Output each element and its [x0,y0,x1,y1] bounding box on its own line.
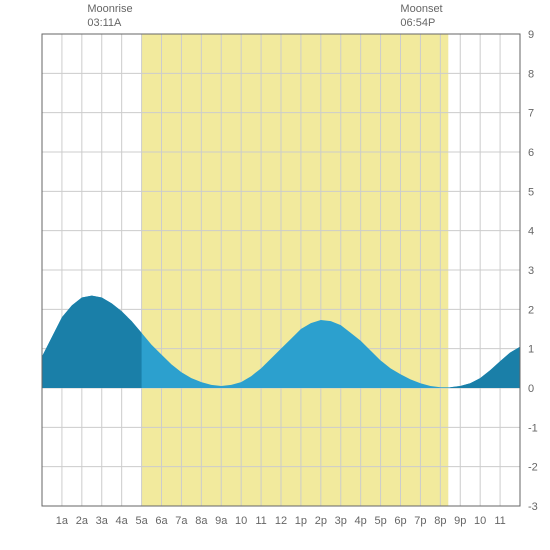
svg-text:10: 10 [235,515,247,527]
svg-text:6p: 6p [394,515,406,527]
svg-text:-1: -1 [528,422,538,434]
svg-text:-2: -2 [528,462,538,474]
svg-text:6a: 6a [155,515,168,527]
svg-text:2: 2 [528,304,534,316]
svg-text:4a: 4a [116,515,129,527]
svg-text:12: 12 [275,515,287,527]
svg-text:1a: 1a [56,515,69,527]
svg-text:5p: 5p [374,515,386,527]
svg-text:1p: 1p [295,515,307,527]
moonrise-label: Moonrise [87,3,132,15]
svg-text:2a: 2a [76,515,89,527]
svg-text:9p: 9p [454,515,466,527]
svg-text:7p: 7p [414,515,426,527]
svg-text:3p: 3p [335,515,347,527]
svg-text:11: 11 [494,515,505,527]
svg-text:5a: 5a [135,515,148,527]
svg-text:5: 5 [528,186,534,198]
tide-chart: Moonrise 03:11A Moonset 06:54P -3-2-1012… [0,0,550,550]
svg-text:0: 0 [528,383,534,395]
moonset-annotation: Moonset 06:54P [400,2,442,31]
moonrise-annotation: Moonrise 03:11A [87,2,132,31]
svg-text:10: 10 [474,515,486,527]
svg-text:3: 3 [528,265,534,277]
svg-text:-3: -3 [528,501,538,513]
svg-text:7: 7 [528,108,534,120]
svg-text:4: 4 [528,226,534,238]
svg-text:9a: 9a [215,515,228,527]
svg-text:2p: 2p [315,515,327,527]
svg-text:8a: 8a [195,515,208,527]
svg-text:7a: 7a [175,515,188,527]
svg-text:8p: 8p [434,515,446,527]
moonset-label: Moonset [400,3,442,15]
moonrise-time: 03:11A [87,16,132,30]
chart-svg: -3-2-101234567891a2a3a4a5a6a7a8a9a101112… [0,0,550,550]
svg-text:9: 9 [528,29,534,41]
moonset-time: 06:54P [400,16,442,30]
svg-text:11: 11 [255,515,266,527]
svg-text:1: 1 [528,344,534,356]
svg-text:4p: 4p [355,515,367,527]
svg-text:6: 6 [528,147,534,159]
svg-text:3a: 3a [96,515,109,527]
svg-text:8: 8 [528,68,534,80]
